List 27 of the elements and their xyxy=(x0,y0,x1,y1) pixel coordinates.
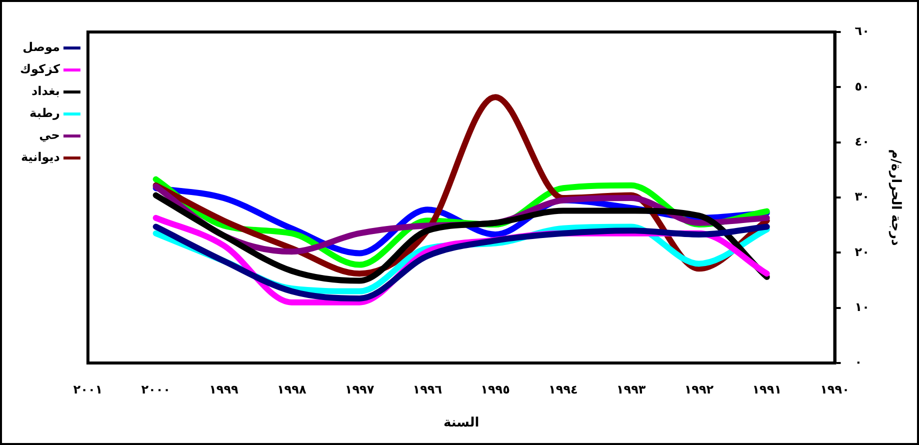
x-tick-label: ١٩٩٧ xyxy=(344,382,375,396)
x-tick-label: ٢٠٠٠ xyxy=(141,382,170,396)
x-tick-label: ١٩٩٠ xyxy=(820,382,850,396)
y-tick-label: ٣٠ xyxy=(854,190,870,204)
x-tick-label: ١٩٩٩ xyxy=(209,382,240,396)
x-tick-label: ١٩٩٥ xyxy=(480,382,510,396)
y-tick-label: ٢٠ xyxy=(854,244,870,259)
x-tick-label: ١٩٩٨ xyxy=(276,382,307,396)
legend-label: كزكوك xyxy=(20,62,60,76)
x-tick-label: ٢٠٠١ xyxy=(73,382,103,396)
legend-label: موصل xyxy=(22,40,60,54)
y-axis-title: درجة الحرارة/م xyxy=(888,149,903,246)
x-axis-title: السنة xyxy=(443,416,480,431)
y-tick-label: ٦٠ xyxy=(854,24,870,38)
legend-label: بغداد xyxy=(31,84,60,98)
x-tick-label: ١٩٩٦ xyxy=(412,382,442,396)
y-tick-label: ٥٠ xyxy=(854,79,870,94)
legend-label: ديوانية xyxy=(20,150,60,164)
y-tick-label: ٤٠ xyxy=(854,134,870,148)
x-tick-label: ١٩٩٢ xyxy=(684,382,714,396)
x-tick-label: ١٩٩٤ xyxy=(548,382,578,396)
legend-label: حي xyxy=(39,128,60,142)
x-tick-label: ١٩٩١ xyxy=(752,382,782,396)
y-tick-label: ١٠ xyxy=(854,300,870,314)
legend-label: رطبة xyxy=(30,106,60,120)
y-tick-label: ٠ xyxy=(854,355,862,370)
x-tick-label: ١٩٩٣ xyxy=(616,382,646,396)
